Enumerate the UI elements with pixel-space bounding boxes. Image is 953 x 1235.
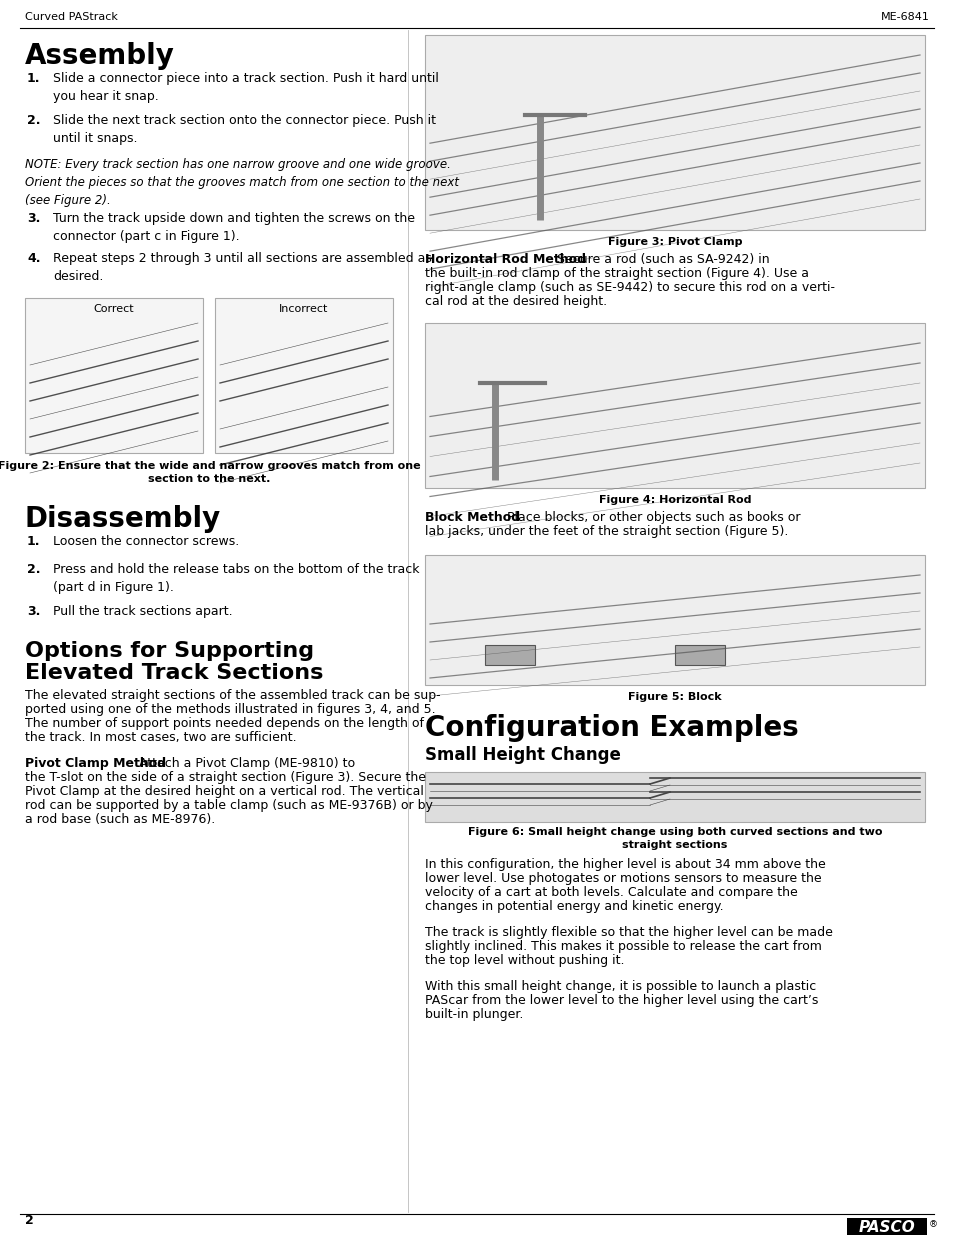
Text: Pivot Clamp Method: Pivot Clamp Method — [25, 757, 166, 769]
Text: 4.: 4. — [27, 252, 40, 266]
Bar — [424, 324, 924, 488]
Text: NOTE: Every track section has one narrow groove and one wide groove.
Orient the : NOTE: Every track section has one narrow… — [25, 158, 458, 207]
Text: straight sections: straight sections — [621, 840, 727, 850]
Text: Curved PAStrack: Curved PAStrack — [25, 12, 118, 22]
Text: Slide the next track section onto the connector piece. Push it
until it snaps.: Slide the next track section onto the co… — [53, 114, 436, 144]
Text: The number of support points needed depends on the length of: The number of support points needed depe… — [25, 718, 423, 730]
Text: With this small height change, it is possible to launch a plastic: With this small height change, it is pos… — [424, 981, 816, 993]
Text: Figure 4: Horizontal Rod: Figure 4: Horizontal Rod — [598, 495, 750, 505]
Text: 2.: 2. — [27, 563, 40, 576]
Text: Block Method: Block Method — [424, 511, 519, 524]
Text: changes in potential energy and kinetic energy.: changes in potential energy and kinetic … — [424, 900, 723, 913]
Text: the track. In most cases, two are sufficient.: the track. In most cases, two are suffic… — [25, 731, 296, 743]
Text: Pivot Clamp at the desired height on a vertical rod. The vertical: Pivot Clamp at the desired height on a v… — [25, 785, 423, 798]
Text: Elevated Track Sections: Elevated Track Sections — [25, 663, 323, 683]
Text: Press and hold the release tabs on the bottom of the track
(part d in Figure 1).: Press and hold the release tabs on the b… — [53, 563, 419, 594]
Text: Configuration Examples: Configuration Examples — [424, 714, 798, 742]
Text: Figure 3: Pivot Clamp: Figure 3: Pivot Clamp — [607, 237, 741, 247]
Bar — [25, 298, 203, 453]
Text: Figure 5: Block: Figure 5: Block — [627, 692, 721, 701]
Bar — [675, 645, 724, 664]
Text: ME-6841: ME-6841 — [881, 12, 929, 22]
Text: 2: 2 — [25, 1214, 33, 1228]
Bar — [846, 1218, 926, 1235]
Text: right-angle clamp (such as SE-9442) to secure this rod on a verti-: right-angle clamp (such as SE-9442) to s… — [424, 282, 834, 294]
Text: Attach a Pivot Clamp (ME-9810) to: Attach a Pivot Clamp (ME-9810) to — [123, 757, 355, 769]
Text: velocity of a cart at both levels. Calculate and compare the: velocity of a cart at both levels. Calcu… — [424, 885, 797, 899]
Text: 2.: 2. — [27, 114, 40, 127]
Text: Secure a rod (such as SA-9242) in: Secure a rod (such as SA-9242) in — [540, 253, 769, 266]
Text: the top level without pushing it.: the top level without pushing it. — [424, 953, 624, 967]
Text: Loosen the connector screws.: Loosen the connector screws. — [53, 535, 239, 548]
Text: ®: ® — [928, 1220, 937, 1229]
Text: PASCO: PASCO — [858, 1219, 915, 1235]
Text: lab jacks, under the feet of the straight section (Figure 5).: lab jacks, under the feet of the straigh… — [424, 525, 787, 538]
Bar — [214, 298, 393, 453]
Text: the T-slot on the side of a straight section (Figure 3). Secure the: the T-slot on the side of a straight sec… — [25, 771, 426, 784]
Text: 3.: 3. — [27, 605, 40, 618]
Text: built-in plunger.: built-in plunger. — [424, 1008, 523, 1021]
Text: Incorrect: Incorrect — [279, 304, 329, 314]
Bar — [424, 35, 924, 230]
Bar — [424, 555, 924, 685]
Text: In this configuration, the higher level is about 34 mm above the: In this configuration, the higher level … — [424, 858, 825, 871]
Text: 3.: 3. — [27, 212, 40, 225]
Text: Repeat steps 2 through 3 until all sections are assembled as
desired.: Repeat steps 2 through 3 until all secti… — [53, 252, 432, 283]
Text: Figure 2: Ensure that the wide and narrow grooves match from one
section to the : Figure 2: Ensure that the wide and narro… — [0, 461, 420, 484]
Text: lower level. Use photogates or motions sensors to measure the: lower level. Use photogates or motions s… — [424, 872, 821, 885]
Bar — [484, 645, 535, 664]
Bar — [424, 772, 924, 823]
Text: PAScar from the lower level to the higher level using the cart’s: PAScar from the lower level to the highe… — [424, 994, 818, 1007]
Text: cal rod at the desired height.: cal rod at the desired height. — [424, 295, 606, 308]
Text: Figure 6: Small height change using both curved sections and two: Figure 6: Small height change using both… — [467, 827, 882, 837]
Text: Horizontal Rod Method: Horizontal Rod Method — [424, 253, 585, 266]
Text: 1.: 1. — [27, 535, 40, 548]
Text: the built-in rod clamp of the straight section (Figure 4). Use a: the built-in rod clamp of the straight s… — [424, 267, 808, 280]
Text: The elevated straight sections of the assembled track can be sup-: The elevated straight sections of the as… — [25, 689, 440, 701]
Text: Place blocks, or other objects such as books or: Place blocks, or other objects such as b… — [491, 511, 800, 524]
Text: 1.: 1. — [27, 72, 40, 85]
Text: slightly inclined. This makes it possible to release the cart from: slightly inclined. This makes it possibl… — [424, 940, 821, 953]
Text: Assembly: Assembly — [25, 42, 174, 70]
Text: rod can be supported by a table clamp (such as ME-9376B) or by: rod can be supported by a table clamp (s… — [25, 799, 433, 811]
Text: Turn the track upside down and tighten the screws on the
connector (part c in Fi: Turn the track upside down and tighten t… — [53, 212, 415, 243]
Text: ported using one of the methods illustrated in figures 3, 4, and 5.: ported using one of the methods illustra… — [25, 703, 436, 716]
Text: The track is slightly flexible so that the higher level can be made: The track is slightly flexible so that t… — [424, 926, 832, 939]
Text: Slide a connector piece into a track section. Push it hard until
you hear it sna: Slide a connector piece into a track sec… — [53, 72, 438, 103]
Text: Options for Supporting: Options for Supporting — [25, 641, 314, 661]
Text: a rod base (such as ME-8976).: a rod base (such as ME-8976). — [25, 813, 215, 826]
Text: Pull the track sections apart.: Pull the track sections apart. — [53, 605, 233, 618]
Text: Disassembly: Disassembly — [25, 505, 221, 534]
Text: Small Height Change: Small Height Change — [424, 746, 620, 764]
Text: Correct: Correct — [93, 304, 134, 314]
